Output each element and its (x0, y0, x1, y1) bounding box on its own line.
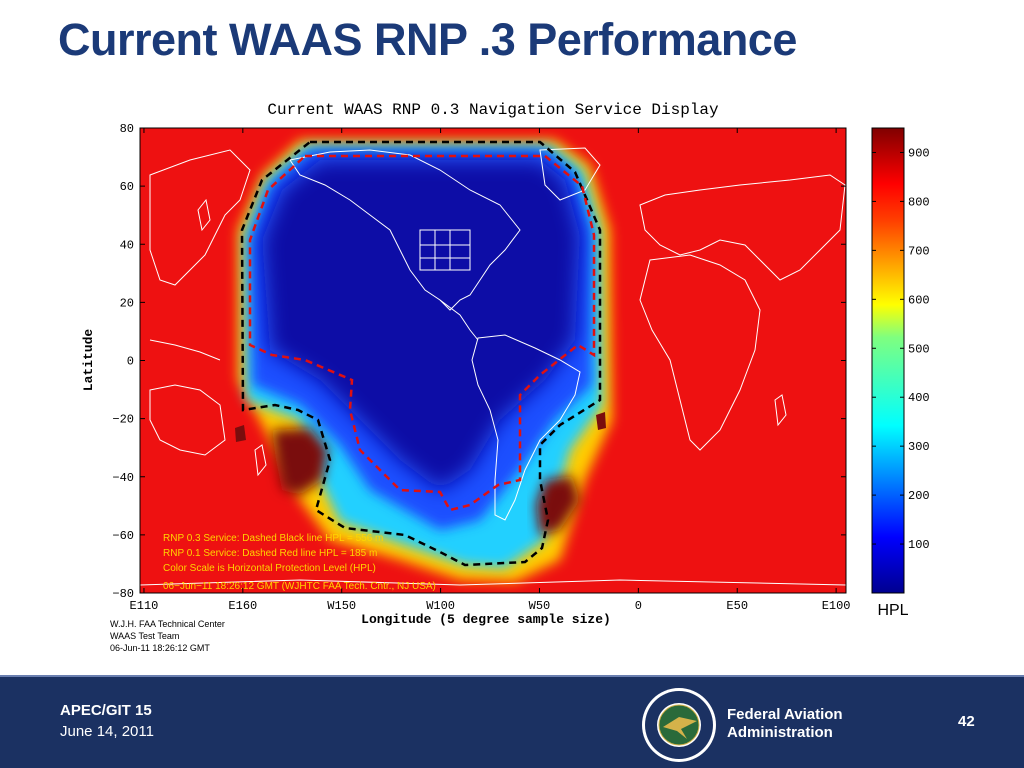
credit-line-2: WAAS Test Team (110, 631, 180, 641)
colorbar-tick-label: 300 (908, 440, 930, 454)
y-tick-label: 60 (120, 180, 134, 194)
colorbar-tick-label: 100 (908, 538, 930, 552)
heatmap-dark-patch-east (596, 412, 606, 430)
faa-seal-icon (642, 688, 716, 762)
contour-rnp01-red (248, 154, 596, 512)
y-tick-label: 80 (120, 122, 134, 136)
chart-title: Current WAAS RNP 0.3 Navigation Service … (267, 101, 719, 119)
colorbar-tick-label: 400 (908, 391, 930, 405)
x-tick-label: 0 (635, 599, 642, 613)
colorbar-tick-label: 800 (908, 195, 930, 209)
y-tick-label: −20 (112, 413, 134, 427)
x-tick-label: W100 (426, 599, 455, 613)
y-axis-label: Latitude (81, 329, 96, 392)
heatmap-dark-patch-west (272, 428, 328, 495)
heatmap-core (262, 160, 580, 490)
y-tick-label: 0 (127, 355, 134, 369)
plot-annotations: RNP 0.3 Service: Dashed Black line HPL =… (163, 533, 436, 592)
colorbar-tick-label: 600 (908, 293, 930, 307)
y-tick-label: −80 (112, 587, 134, 601)
x-tick-label: E110 (130, 599, 159, 613)
annotation-rnp03: RNP 0.3 Service: Dashed Black line HPL =… (163, 533, 383, 544)
colorbar-tick-label: 200 (908, 489, 930, 503)
x-axis-ticks: E110 E160 W150 W100 W50 0 E50 E100 (130, 128, 851, 613)
y-tick-label: −40 (112, 471, 134, 485)
agency-name-line-1: Federal Aviation (727, 706, 843, 723)
coastlines (140, 147, 846, 586)
chart-svg: E110 E160 W150 W100 W50 0 E50 E100 806040200−20… (81, 122, 930, 627)
x-tick-label: W150 (327, 599, 356, 613)
annotation-color-scale: Color Scale is Horizontal Protection Lev… (163, 563, 376, 574)
credit-line-3: 06-Jun-11 18:26:12 GMT (110, 643, 210, 653)
annotation-rnp01: RNP 0.1 Service: Dashed Red line HPL = 1… (163, 548, 377, 559)
y-tick-label: −60 (112, 529, 134, 543)
colorbar-label: HPL (877, 602, 908, 619)
contour-rnp03-black (240, 140, 602, 567)
slide-title: Current WAAS RNP .3 Performance (58, 14, 797, 65)
x-tick-label: W50 (529, 599, 551, 613)
colorbar-tick-label: 500 (908, 342, 930, 356)
x-tick-label: E100 (822, 599, 851, 613)
agency-name-line-2: Administration (727, 724, 833, 741)
colorbar-ticks: 900 800 700 600 500 400 300 200 100 (872, 146, 930, 552)
colorbar-tick-label: 700 (908, 244, 930, 258)
y-tick-label: 20 (120, 296, 134, 310)
x-tick-label: E50 (726, 599, 748, 613)
x-axis-label: Longitude (5 degree sample size) (361, 612, 611, 627)
annotation-timestamp: 06−Jun−11 18:26:12 GMT (WJHTC FAA Tech. … (163, 581, 436, 592)
footer-org: APEC/GIT 15 (60, 702, 152, 719)
heatmap-field (140, 128, 846, 593)
footer-date: June 14, 2011 (60, 723, 154, 740)
footer-divider (0, 675, 1024, 677)
y-tick-label: 40 (120, 238, 134, 252)
colorbar (871, 127, 905, 594)
footer-bar (0, 675, 1024, 768)
colorbar-tick-label: 900 (908, 146, 930, 160)
credit-line-1: W.J.H. FAA Technical Center (110, 619, 225, 629)
page-number: 42 (958, 713, 975, 730)
heatmap-dark-patch-small (235, 425, 246, 442)
y-axis-ticks: 80 60 40 20 0 −20 −40 −60 −80 (112, 122, 846, 601)
x-tick-label: E160 (228, 599, 257, 613)
